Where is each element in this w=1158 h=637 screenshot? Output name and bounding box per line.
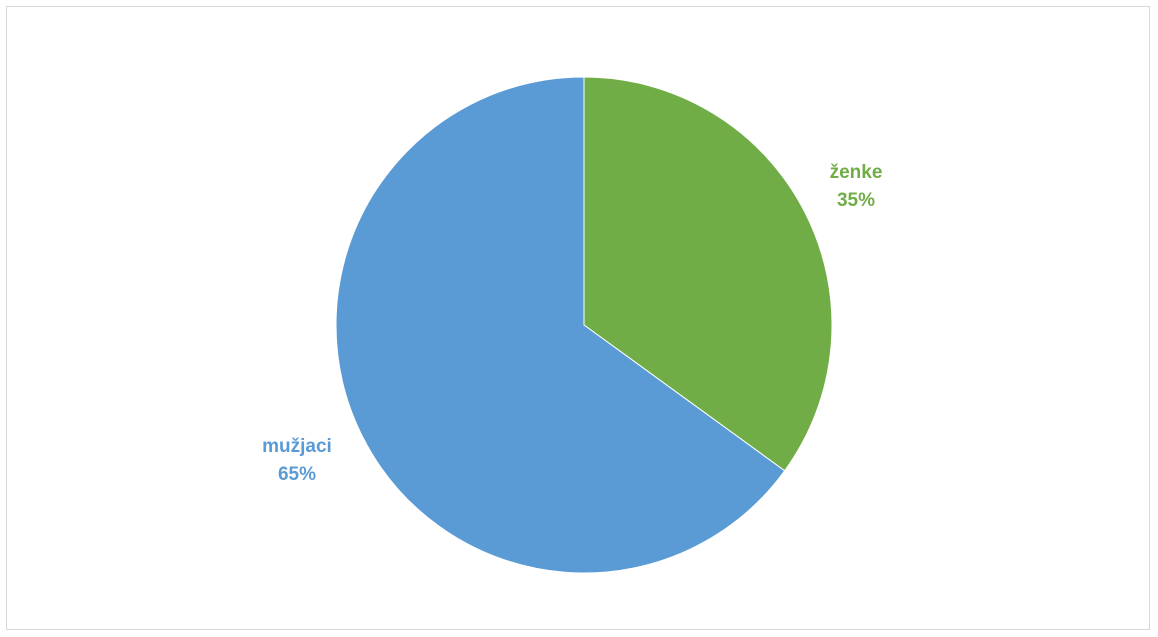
slice-percent-label: 65% bbox=[278, 464, 316, 485]
pie-data-labels: ženke 35% mužjaci 65% bbox=[262, 162, 882, 485]
pie-slice-mužjaci bbox=[335, 76, 786, 574]
pie-slice-ženke bbox=[583, 76, 833, 472]
slice-category-label: ženke bbox=[830, 162, 883, 183]
slice-percent-label: 35% bbox=[837, 190, 875, 211]
slice-category-label: mužjaci bbox=[262, 436, 332, 457]
pie-slices bbox=[335, 76, 833, 574]
